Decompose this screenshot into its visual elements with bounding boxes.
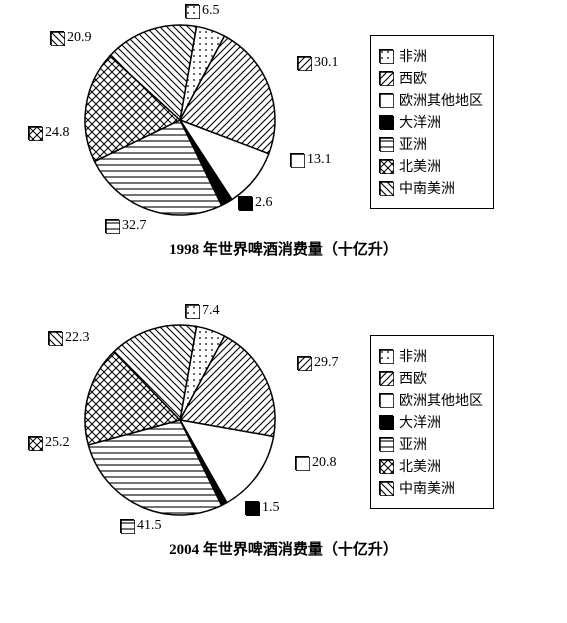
swatch-dots-icon [185,304,199,318]
swatch-dots-icon [379,49,393,63]
swatch-diag2-icon [379,181,393,195]
callout-value: 1.5 [262,500,280,516]
swatch-cross-icon [379,159,393,173]
swatch-diag-icon [379,371,393,385]
callout-value: 20.8 [312,455,337,471]
callout-value: 13.1 [307,152,332,168]
legend-label: 北美洲 [399,156,441,176]
swatch-blank-icon [295,456,309,470]
legend-row-oceania: 大洋洲 [379,412,483,432]
callout-oeu: 20.8 [295,455,337,471]
swatch-blank-icon [290,153,304,167]
callout-value: 41.5 [137,518,162,534]
legend-label: 亚洲 [399,134,427,154]
legend-row-oeu: 欧洲其他地区 [379,90,483,110]
legend-label: 非洲 [399,46,427,66]
legend-label: 西欧 [399,68,427,88]
legend-row-asia: 亚洲 [379,134,483,154]
swatch-diag-icon [379,71,393,85]
swatch-blank-icon [379,393,393,407]
callout-value: 25.2 [45,435,70,451]
callout-csam: 22.3 [48,330,90,346]
legend-label: 北美洲 [399,456,441,476]
legend-row-africa: 非洲 [379,46,483,66]
swatch-blank-icon [379,93,393,107]
legend-label: 非洲 [399,346,427,366]
callout-oceania: 2.6 [238,195,273,211]
callout-value: 30.1 [314,55,339,71]
legend-row-csam: 中南美洲 [379,178,483,198]
legend-label: 西欧 [399,368,427,388]
legend-label: 中南美洲 [399,178,455,198]
legend-row-africa: 非洲 [379,346,483,366]
legend-row-asia: 亚洲 [379,434,483,454]
legend-label: 欧洲其他地区 [399,90,483,110]
chart-1998-title: 1998 年世界啤酒消费量（十亿升） [0,238,567,259]
callout-nam: 24.8 [28,125,70,141]
callout-weu: 29.7 [297,355,339,371]
swatch-solid-icon [245,501,259,515]
legend-label: 大洋洲 [399,112,441,132]
legend-label: 欧洲其他地区 [399,390,483,410]
callout-africa: 7.4 [185,303,220,319]
callout-csam: 20.9 [50,30,92,46]
callout-oceania: 1.5 [245,500,280,516]
swatch-diag2-icon [48,331,62,345]
swatch-diag-icon [297,356,311,370]
swatch-dots-icon [379,349,393,363]
swatch-horiz-icon [120,519,134,533]
legend-row-oceania: 大洋洲 [379,112,483,132]
legend-row-weu: 西欧 [379,368,483,388]
legend-row-nam: 北美洲 [379,456,483,476]
callout-weu: 30.1 [297,55,339,71]
callout-value: 2.6 [255,195,273,211]
legend-row-oeu: 欧洲其他地区 [379,390,483,410]
legend-label: 中南美洲 [399,478,455,498]
callout-value: 32.7 [122,218,147,234]
legend-row-csam: 中南美洲 [379,478,483,498]
swatch-dots-icon [185,4,199,18]
swatch-solid-icon [379,115,393,129]
swatch-diag2-icon [50,31,64,45]
callout-asia: 32.7 [105,218,147,234]
swatch-horiz-icon [379,137,393,151]
legend-label: 大洋洲 [399,412,441,432]
legend-row-nam: 北美洲 [379,156,483,176]
callout-oeu: 13.1 [290,152,332,168]
callout-value: 20.9 [67,30,92,46]
chart-2004-title: 2004 年世界啤酒消费量（十亿升） [0,538,567,559]
callout-nam: 25.2 [28,435,70,451]
legend-2004: 非洲西欧欧洲其他地区大洋洲亚洲北美洲中南美洲 [370,335,494,509]
callout-value: 7.4 [202,303,220,319]
legend-row-weu: 西欧 [379,68,483,88]
swatch-cross-icon [379,459,393,473]
callout-value: 6.5 [202,3,220,19]
callout-value: 29.7 [314,355,339,371]
legend-label: 亚洲 [399,434,427,454]
swatch-horiz-icon [105,219,119,233]
swatch-solid-icon [379,415,393,429]
swatch-cross-icon [28,126,42,140]
swatch-cross-icon [28,436,42,450]
swatch-diag-icon [297,56,311,70]
swatch-horiz-icon [379,437,393,451]
page: 6.530.113.12.632.724.820.9 非洲西欧欧洲其他地区大洋洲… [0,0,567,623]
swatch-diag2-icon [379,481,393,495]
legend-1998: 非洲西欧欧洲其他地区大洋洲亚洲北美洲中南美洲 [370,35,494,209]
callout-value: 24.8 [45,125,70,141]
callout-africa: 6.5 [185,3,220,19]
callout-value: 22.3 [65,330,90,346]
swatch-solid-icon [238,196,252,210]
callout-asia: 41.5 [120,518,162,534]
